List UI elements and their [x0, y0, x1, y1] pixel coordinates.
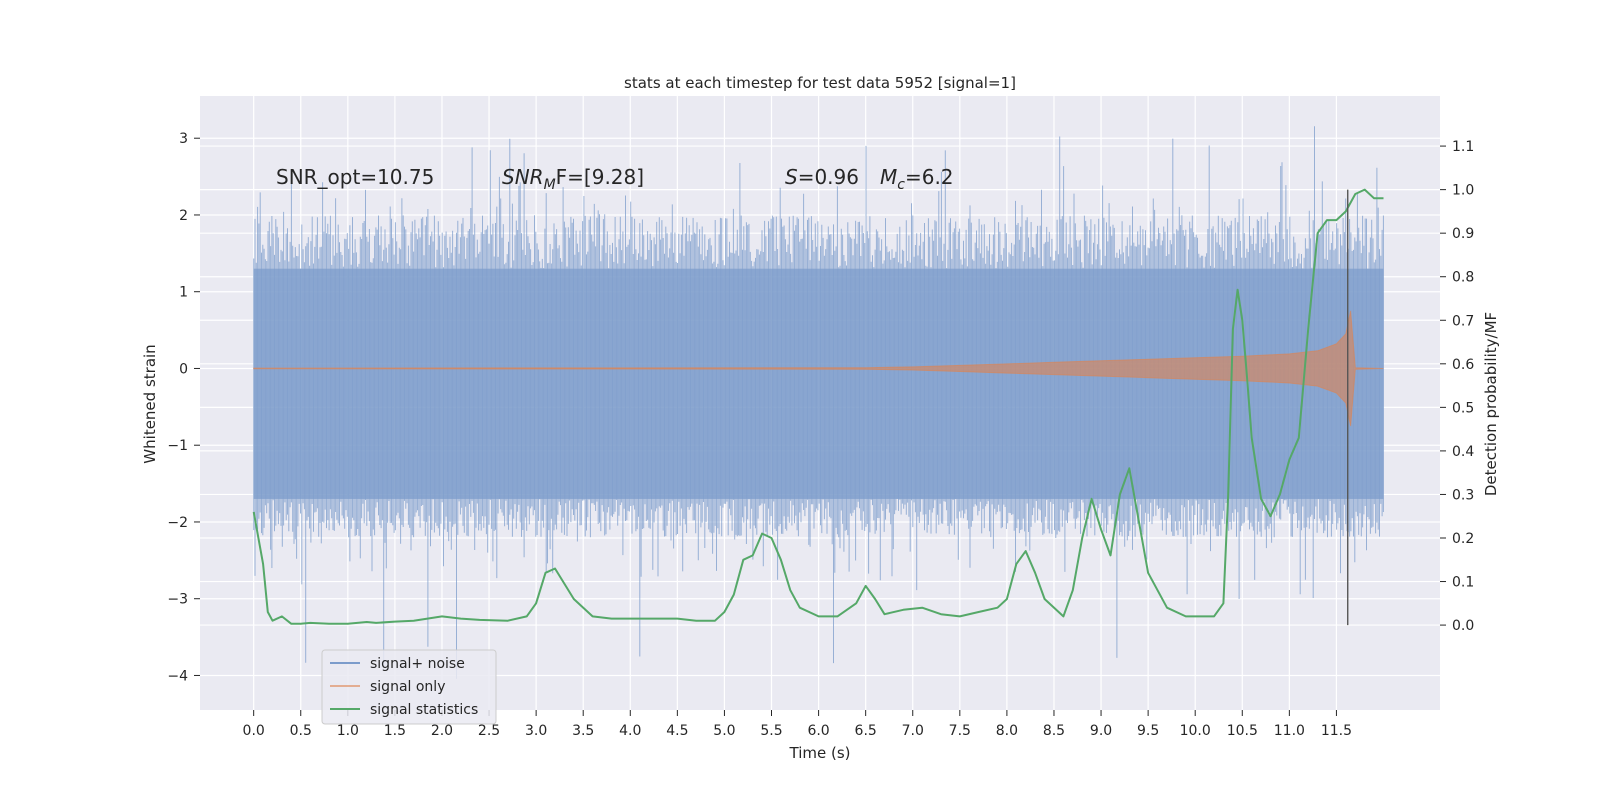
x-tick-label: 10.5 [1227, 723, 1258, 739]
y-right-tick-label: 0.2 [1452, 531, 1474, 547]
y-right-tick-label: 0.8 [1452, 270, 1474, 286]
x-tick-label: 2.5 [478, 723, 500, 739]
x-tick-label: 1.5 [384, 723, 406, 739]
chart-title: stats at each timestep for test data 595… [624, 74, 1016, 92]
x-tick-label: 3.0 [525, 723, 547, 739]
x-axis-label: Time (s) [789, 744, 851, 762]
annotation-snr-mf: SNRMF=[9.28] [502, 165, 644, 193]
y-right-tick-label: 0.5 [1452, 400, 1474, 416]
y-right-tick-label: 1.1 [1452, 139, 1474, 155]
legend-label-noise: signal+ noise [370, 656, 465, 672]
y-right-tick-label: 0.9 [1452, 226, 1474, 242]
x-tick-label: 8.5 [1043, 723, 1065, 739]
x-tick-label: 6.0 [807, 723, 829, 739]
y-axis-label: Whitened strain [141, 344, 159, 463]
s-main: S [785, 165, 798, 189]
x-tick-label: 4.5 [666, 723, 688, 739]
y-right-tick-label: 0.7 [1452, 313, 1474, 329]
y-tick-label: 3 [179, 131, 188, 147]
legend-box [321, 649, 497, 725]
x-tick-label: 8.0 [996, 723, 1018, 739]
mc-rest: =6.2 [905, 165, 954, 189]
y-right-tick-label: 0.0 [1452, 618, 1474, 634]
x-tick-label: 9.5 [1137, 723, 1159, 739]
y-right-tick-label: 0.4 [1452, 444, 1474, 460]
x-tick-label: 0.5 [290, 723, 312, 739]
y-axis-left-ticks: 3 2 1 0 −1 −2 −3 −4 [167, 131, 200, 684]
series-signal-statistics [252, 188, 1384, 625]
y-tick-label: 2 [179, 208, 188, 224]
annotation-mc: Mc=6.2 [880, 165, 954, 193]
x-tick-label: 0.0 [243, 723, 265, 739]
x-tick-label: 11.5 [1321, 723, 1352, 739]
x-tick-label: 9.0 [1090, 723, 1112, 739]
signal-envelope [253, 310, 1384, 427]
x-tick-label: 4.0 [619, 723, 641, 739]
y-tick-label: −3 [167, 592, 188, 608]
series-signal-plus-noise [253, 126, 1384, 679]
x-tick-label: 2.0 [431, 723, 453, 739]
x-tick-label: 10.0 [1180, 723, 1211, 739]
annotation-snr-opt: SNR_opt=10.75 [276, 165, 434, 189]
x-tick-label: 5.5 [760, 723, 782, 739]
x-tick-label: 1.0 [337, 723, 359, 739]
x-tick-label: 7.5 [949, 723, 971, 739]
y-tick-label: −1 [167, 438, 188, 454]
legend-label-signal: signal only [370, 679, 445, 695]
mc-subscript: c [897, 177, 905, 193]
mc-main: M [880, 165, 897, 189]
stats-line [252, 188, 1384, 625]
legend-label-stats: signal statistics [370, 702, 478, 718]
y-right-tick-label: 0.6 [1452, 357, 1474, 373]
snr-mf-subscript: M [544, 177, 556, 193]
x-tick-label: 5.0 [713, 723, 735, 739]
snr-mf-rest: F=[9.28] [556, 165, 644, 189]
y-right-tick-label: 0.3 [1452, 487, 1474, 503]
annotation-s: S=0.96 [785, 165, 859, 189]
y-tick-label: −4 [167, 668, 188, 684]
x-tick-label: 11.0 [1274, 723, 1305, 739]
series-signal-only [253, 310, 1384, 427]
y-tick-label: 0 [179, 361, 188, 377]
y-axis-right-label: Detection probability/MF [1482, 312, 1500, 496]
snr-mf-main: SNR [502, 165, 544, 189]
y-axis-right-ticks: 1.1 1.0 0.9 0.8 0.7 0.6 0.5 0.4 0.3 0.2 0.1 0.0 [1440, 139, 1474, 634]
y-right-tick-label: 1.0 [1452, 183, 1474, 199]
x-tick-label: 7.0 [902, 723, 924, 739]
y-tick-label: −2 [167, 515, 188, 531]
x-tick-label: 6.5 [855, 723, 877, 739]
s-rest: =0.96 [798, 165, 859, 189]
legend: signal+ noise signal only signal statist… [321, 649, 497, 725]
x-tick-label: 3.5 [572, 723, 594, 739]
y-right-tick-label: 0.1 [1452, 575, 1474, 591]
y-tick-label: 1 [179, 285, 188, 301]
x-axis-ticks: 0.0 0.5 1.0 1.5 2.0 2.5 3.0 3.5 4.0 4.5 5.0 5.5 6.0 6… [243, 710, 1352, 739]
